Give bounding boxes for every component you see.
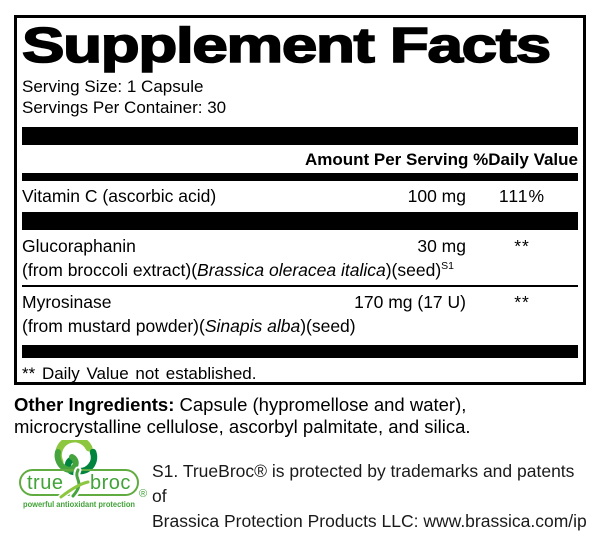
panel-title: Supplement Facts — [21, 19, 552, 73]
nutrient-daily-value: 111% — [498, 186, 546, 206]
nutrient-daily-value: ** — [514, 292, 530, 312]
daily-value-header: %Daily Value — [473, 150, 578, 169]
nutrient-amount: 170 mg (17 U) — [354, 292, 466, 312]
nutrient-name: Vitamin C (ascorbic acid) — [22, 186, 217, 206]
logo-word-true: true — [27, 472, 63, 494]
nutrient-amount: 100 mg — [407, 186, 466, 206]
daily-value-footnote: ** Daily Value not established. — [22, 364, 257, 383]
logo-tagline: powerful antioxidant protection — [23, 499, 135, 509]
divider-medium — [22, 173, 578, 181]
amount-per-serving-header: Amount Per Serving — [304, 150, 469, 169]
servings-per-container: Servings Per Container: 30 — [22, 98, 227, 117]
logo-word-broc: broc — [90, 472, 131, 494]
logo-stem-icon — [58, 466, 91, 500]
nutrient-source-note: (from mustard powder)(Sinapis alba)(seed… — [22, 316, 356, 336]
divider-thick-middle — [22, 212, 578, 230]
divider-thick-top — [22, 127, 578, 145]
nutrient-row-myrosinase: Myrosinase 170 mg (17 U) ** (from mustar… — [22, 287, 578, 345]
other-ingredients-label: Other Ingredients: — [14, 394, 175, 415]
nutrient-source-note: (from broccoli extract)(Brassica olerace… — [22, 260, 455, 280]
other-ingredients-text: Capsule (hypromellose and water), microc… — [14, 394, 471, 437]
trademark-line-2: Brassica Protection Products LLC: www.br… — [152, 511, 587, 531]
nutrient-daily-value: ** — [514, 236, 530, 256]
nutrient-row-glucoraphanin: Glucoraphanin 30 mg ** (from broccoli ex… — [22, 230, 578, 284]
other-ingredients: Other Ingredients: Capsule (hypromellose… — [14, 394, 588, 438]
supplement-facts-panel: Supplement Facts Serving Size: 1 Capsule… — [14, 15, 586, 385]
serving-size: Serving Size: 1 Capsule — [22, 77, 204, 96]
trademark-line-1: S1. TrueBroc® is protected by trademarks… — [152, 461, 575, 506]
divider-thin — [22, 285, 578, 287]
divider-thick-bottom — [22, 345, 578, 358]
column-headers: Amount Per Serving %Daily Value — [22, 145, 578, 173]
nutrient-amount: 30 mg — [417, 236, 466, 256]
nutrient-name: Glucoraphanin — [22, 236, 136, 256]
nutrient-name: Myrosinase — [22, 292, 112, 312]
trademark-notice: S1. TrueBroc® is protected by trademarks… — [152, 459, 592, 534]
logo-registered-mark: ® — [139, 488, 147, 500]
nutrient-row-vitamin-c: Vitamin C (ascorbic acid) 100 mg 111% — [22, 181, 578, 212]
truebroc-logo: true broc ® powerful antioxidant protect… — [19, 440, 147, 509]
broccoli-swirl-icon — [54, 440, 98, 476]
